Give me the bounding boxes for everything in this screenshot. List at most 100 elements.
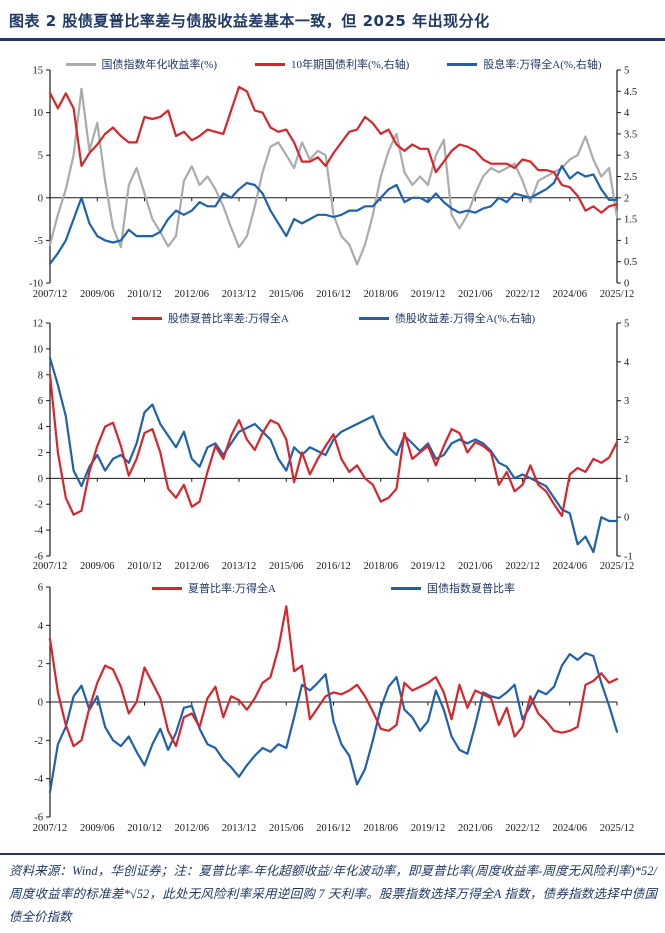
- svg-text:10: 10: [33, 344, 44, 355]
- svg-text:3: 3: [624, 396, 629, 407]
- legend-line-icon: [255, 62, 285, 66]
- svg-text:4: 4: [624, 108, 630, 119]
- svg-text:2021/06: 2021/06: [458, 561, 492, 572]
- legend-line-icon: [131, 316, 162, 320]
- svg-text:0: 0: [624, 513, 629, 524]
- svg-text:2025/12: 2025/12: [600, 823, 634, 834]
- legend-line-icon: [391, 586, 421, 590]
- svg-text:-2: -2: [34, 736, 43, 747]
- legend-label: 股息率:万得全A(%,右轴): [483, 59, 602, 71]
- svg-text:3.5: 3.5: [624, 129, 637, 140]
- svg-text:-5: -5: [34, 236, 43, 247]
- svg-text:-2: -2: [34, 500, 43, 511]
- chart3-legend: 夏普比率:万得全A 国债指数夏普比率: [50, 580, 617, 596]
- svg-text:2018/06: 2018/06: [364, 289, 398, 300]
- legend-label: 股债夏普比率差:万得全A: [167, 313, 289, 325]
- svg-text:2007/12: 2007/12: [33, 823, 67, 834]
- svg-text:8: 8: [38, 370, 43, 381]
- legend-item: 股息率:万得全A(%,右轴): [447, 56, 602, 72]
- svg-text:2024/06: 2024/06: [553, 561, 587, 572]
- svg-text:2024/06: 2024/06: [553, 823, 587, 834]
- svg-text:2: 2: [624, 193, 629, 204]
- svg-text:2010/12: 2010/12: [127, 289, 161, 300]
- legend-label: 国债指数年化收益率(%): [101, 59, 218, 71]
- svg-text:0: 0: [624, 279, 629, 290]
- svg-text:-4: -4: [34, 526, 43, 537]
- chart1-canvas: 15 10 5 0 -5 -10 5 4.5 4 3.5 3 2.5 2 1.5 1 0.5 0 2007/12 2…: [29, 66, 637, 301]
- svg-text:1: 1: [624, 474, 629, 485]
- svg-text:-6: -6: [34, 813, 43, 824]
- svg-text:0: 0: [38, 474, 43, 485]
- chart1-legend: 国债指数年化收益率(%) 10年期国债利率(%,右轴) 股息率:万得全A(%,右…: [50, 56, 617, 72]
- svg-text:2024/06: 2024/06: [553, 289, 587, 300]
- footer-divider: [0, 853, 665, 855]
- svg-text:0.5: 0.5: [624, 257, 637, 268]
- svg-text:2007/12: 2007/12: [33, 289, 67, 300]
- svg-text:2: 2: [38, 659, 43, 670]
- svg-text:15: 15: [33, 66, 44, 77]
- svg-text:2009/06: 2009/06: [80, 823, 114, 834]
- svg-text:2009/06: 2009/06: [80, 289, 114, 300]
- svg-text:2009/06: 2009/06: [80, 561, 114, 572]
- svg-text:0: 0: [38, 698, 43, 709]
- svg-text:4: 4: [624, 357, 630, 368]
- svg-text:2013/12: 2013/12: [222, 823, 256, 834]
- svg-text:3: 3: [624, 151, 629, 162]
- svg-text:2021/06: 2021/06: [458, 289, 492, 300]
- svg-text:2007/12: 2007/12: [33, 561, 67, 572]
- svg-text:2018/06: 2018/06: [364, 561, 398, 572]
- svg-text:4: 4: [38, 621, 44, 632]
- legend-label: 债股收益差:万得全A(%,右轴): [394, 313, 536, 325]
- svg-text:-4: -4: [34, 774, 43, 785]
- svg-text:-1: -1: [624, 552, 633, 563]
- svg-text:2013/12: 2013/12: [222, 561, 256, 572]
- svg-text:2025/12: 2025/12: [600, 561, 634, 572]
- svg-text:-6: -6: [34, 552, 43, 563]
- svg-text:2018/06: 2018/06: [364, 823, 398, 834]
- legend-line-icon: [358, 316, 389, 320]
- svg-text:2012/06: 2012/06: [175, 823, 209, 834]
- svg-text:2013/12: 2013/12: [222, 289, 256, 300]
- svg-text:2.5: 2.5: [624, 172, 637, 183]
- svg-text:2015/06: 2015/06: [269, 289, 303, 300]
- svg-text:2022/12: 2022/12: [505, 823, 539, 834]
- svg-text:4: 4: [38, 422, 44, 433]
- svg-text:12: 12: [33, 319, 44, 330]
- svg-text:6: 6: [38, 583, 43, 594]
- legend-item: 国债指数夏普比率: [391, 580, 515, 596]
- svg-text:10: 10: [33, 108, 44, 119]
- svg-text:2022/12: 2022/12: [505, 561, 539, 572]
- legend-line-icon: [65, 62, 96, 66]
- svg-text:2025/12: 2025/12: [600, 289, 634, 300]
- svg-text:2010/12: 2010/12: [127, 823, 161, 834]
- svg-text:6: 6: [38, 396, 43, 407]
- svg-text:2019/12: 2019/12: [411, 823, 445, 834]
- svg-text:5: 5: [38, 151, 43, 162]
- legend-label: 夏普比率:万得全A: [188, 583, 276, 595]
- svg-text:4.5: 4.5: [624, 87, 637, 98]
- svg-text:2021/06: 2021/06: [458, 823, 492, 834]
- figure-title: 图表 2 股债夏普比率差与债股收益差基本一致，但 2025 年出现分化: [9, 12, 490, 30]
- svg-text:2019/12: 2019/12: [411, 561, 445, 572]
- chart2-legend: 股债夏普比率差:万得全A 债股收益差:万得全A(%,右轴): [50, 310, 617, 326]
- legend-item: 债股收益差:万得全A(%,右轴): [358, 310, 536, 326]
- legend-item: 股债夏普比率差:万得全A: [131, 310, 289, 326]
- svg-text:-10: -10: [29, 279, 43, 290]
- svg-text:0: 0: [38, 193, 43, 204]
- legend-label: 10年期国债利率(%,右轴): [291, 59, 410, 71]
- legend-item: 夏普比率:万得全A: [152, 580, 276, 596]
- legend-item: 国债指数年化收益率(%): [65, 56, 218, 72]
- svg-text:2019/12: 2019/12: [411, 289, 445, 300]
- svg-text:2015/06: 2015/06: [269, 823, 303, 834]
- title-divider: [0, 38, 665, 41]
- svg-text:2016/12: 2016/12: [316, 289, 350, 300]
- svg-text:2016/12: 2016/12: [316, 823, 350, 834]
- svg-text:5: 5: [624, 66, 629, 77]
- svg-text:2010/12: 2010/12: [127, 561, 161, 572]
- legend-line-icon: [152, 586, 182, 590]
- legend-item: 10年期国债利率(%,右轴): [255, 56, 409, 72]
- svg-text:2: 2: [38, 448, 43, 459]
